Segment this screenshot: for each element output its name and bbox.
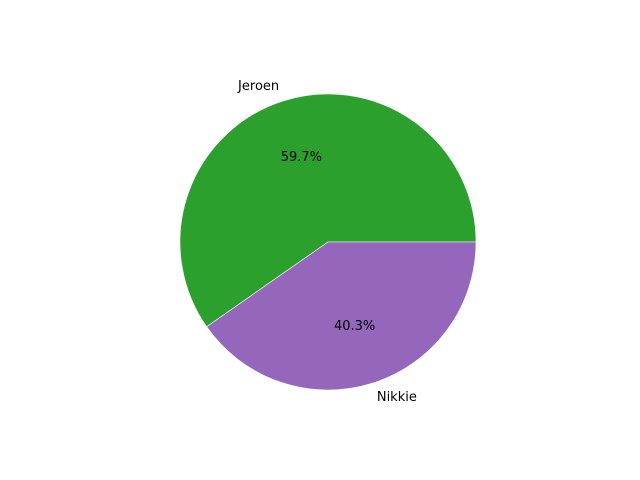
slice-label-jeroen: Jeroen: [237, 79, 279, 94]
pie-slice-jeroen: [179, 93, 477, 328]
pie-slice-nikkie: [206, 241, 477, 391]
pie-labels: Jeroen 59.7% Nikkie 40.3%: [237, 79, 417, 405]
slice-percent-jeroen: 59.7%: [281, 150, 322, 165]
slice-label-nikkie: Nikkie: [377, 390, 417, 405]
slice-percent-nikkie: 40.3%: [334, 319, 375, 334]
pie-slices: [179, 93, 477, 391]
